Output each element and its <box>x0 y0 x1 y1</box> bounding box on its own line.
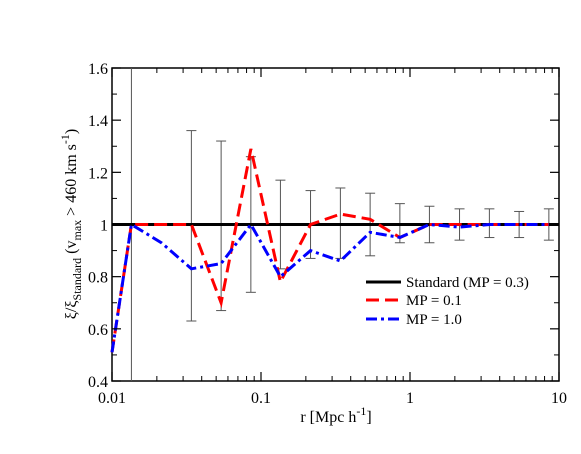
legend-label-mp-0-1: MP = 0.1 <box>406 293 462 309</box>
legend-label-standard: Standard (MP = 0.3) <box>406 275 529 291</box>
y-tick-label: 0.8 <box>88 270 108 287</box>
y-axis-label-open: (v <box>63 241 80 258</box>
x-tick-label: 10 <box>551 390 567 407</box>
y-axis-label-sub1: Standard <box>70 258 84 301</box>
y-axis-label-main: ξ/ξ <box>63 300 80 319</box>
x-axis-label: r [Mpc h-1] <box>300 404 371 426</box>
x-axis-label-sup: -1 <box>356 404 366 418</box>
y-axis-label-sup: -1 <box>58 134 72 144</box>
y-axis-label-mid: > 460 km s <box>63 144 80 220</box>
y-tick-label: 1.2 <box>88 165 108 182</box>
x-axis-label-main: r [Mpc h <box>300 409 356 426</box>
y-axis-label-close: ) <box>63 129 80 134</box>
x-axis-label-close: ] <box>366 409 371 426</box>
y-tick-label: 1 <box>100 218 108 235</box>
y-tick-label: 0.4 <box>88 374 108 391</box>
legend: Standard (MP = 0.3) MP = 0.1 MP = 1.0 <box>366 275 529 328</box>
y-tick-label: 1.4 <box>88 113 108 130</box>
tick-layer: 0.01 0.1 1 10 0.4 0.6 0.8 1 1.2 1.4 1.6 <box>88 61 567 407</box>
y-axis-label-sub2: max <box>70 220 84 241</box>
series-line-1 <box>110 148 549 353</box>
x-tick-label: 1 <box>406 390 414 407</box>
x-tick-label: 0.01 <box>98 390 126 407</box>
y-axis-label: ξ/ξStandard (vmax > 460 km s-1) <box>58 129 84 319</box>
series-layer <box>110 148 559 353</box>
y-tick-label: 0.6 <box>88 322 108 339</box>
series-line-2 <box>110 221 549 353</box>
x-tick-label: 0.1 <box>251 390 271 407</box>
legend-label-mp-1-0: MP = 1.0 <box>406 312 462 328</box>
y-tick-label: 1.6 <box>88 61 108 78</box>
